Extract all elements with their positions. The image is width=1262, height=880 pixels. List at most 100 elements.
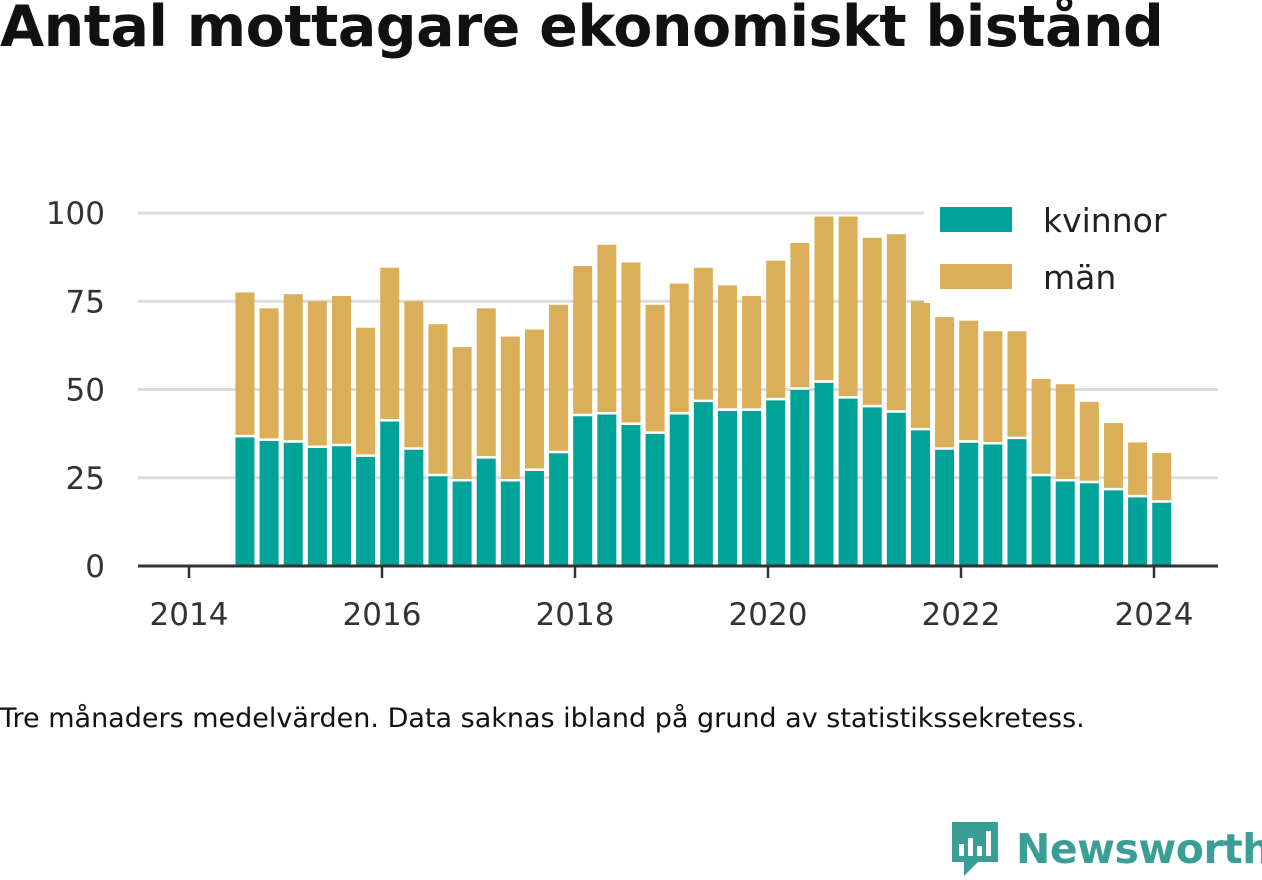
bar-man <box>1103 423 1123 489</box>
bar-kvinnor <box>1055 481 1075 566</box>
y-axis: 0 25 50 75 100 <box>46 196 105 585</box>
bar-man <box>983 331 1003 443</box>
bar-kvinnor <box>404 449 424 566</box>
bar-kvinnor <box>283 442 303 566</box>
bar-kvinnor <box>1103 490 1123 566</box>
y-tick-label: 50 <box>66 373 105 409</box>
chart-caption: Tre månaders medelvärden. Data saknas ib… <box>0 703 1085 734</box>
bar-man <box>862 237 882 406</box>
bar-series <box>235 216 1172 566</box>
bar-man <box>742 295 762 409</box>
bar-man <box>959 320 979 441</box>
bar-kvinnor <box>838 398 858 566</box>
x-tick-label: 2022 <box>922 597 1001 633</box>
bar-kvinnor <box>1007 438 1027 566</box>
bar-kvinnor <box>669 414 689 566</box>
bar-kvinnor <box>524 470 544 566</box>
bar-kvinnor <box>452 481 472 566</box>
bar-man <box>886 234 906 411</box>
bar-man <box>404 301 424 448</box>
brand-logo: Newsworthy <box>948 818 1262 880</box>
legend-swatch <box>940 207 1012 232</box>
bar-kvinnor <box>935 449 955 566</box>
bar-kvinnor <box>717 410 737 566</box>
bar-kvinnor <box>766 400 786 566</box>
bar-man <box>549 304 569 452</box>
x-axis: 2014 2016 2018 2020 2022 2024 <box>138 564 1218 633</box>
bar-kvinnor <box>790 389 810 566</box>
bar-man <box>1007 331 1027 437</box>
bar-man <box>283 294 303 441</box>
bar-man <box>766 260 786 399</box>
bar-man <box>935 317 955 448</box>
bar-man <box>524 329 544 469</box>
bar-man <box>621 262 641 423</box>
bar-man <box>597 244 617 413</box>
x-tick-label: 2018 <box>536 597 615 633</box>
bar-kvinnor <box>645 433 665 566</box>
bar-man <box>331 295 351 444</box>
bar-kvinnor <box>235 437 255 566</box>
x-tick-label: 2024 <box>1115 597 1194 633</box>
bar-man <box>1128 442 1148 496</box>
bar-kvinnor <box>573 415 593 566</box>
bar-man <box>500 336 520 480</box>
chart-title: Antal mottagare ekonomiskt bistånd <box>0 0 1164 60</box>
bar-man <box>1079 401 1099 482</box>
x-tick-label: 2016 <box>343 597 422 633</box>
bar-kvinnor <box>959 442 979 566</box>
bar-kvinnor <box>307 447 327 566</box>
bar-man <box>645 304 665 432</box>
legend-label: kvinnor <box>1043 201 1167 240</box>
bar-kvinnor <box>597 414 617 566</box>
bar-kvinnor <box>476 458 496 566</box>
bar-kvinnor <box>259 440 279 566</box>
bar-man <box>573 265 593 414</box>
bar-kvinnor <box>862 407 882 566</box>
bar-man <box>1031 378 1051 474</box>
bar-chart-badge-icon <box>952 822 998 876</box>
y-tick-label: 75 <box>66 284 105 320</box>
bar-man <box>452 347 472 480</box>
bar-man <box>1152 453 1172 501</box>
bar-kvinnor <box>1128 497 1148 566</box>
bar-man <box>356 327 376 455</box>
y-tick-label: 0 <box>85 549 105 585</box>
legend-swatch <box>940 264 1012 289</box>
bar-kvinnor <box>428 475 448 566</box>
bar-man <box>717 285 737 409</box>
bar-kvinnor <box>983 444 1003 566</box>
x-tick-label: 2020 <box>729 597 808 633</box>
legend-label: män <box>1043 258 1116 297</box>
bar-man <box>693 267 713 400</box>
legend: kvinnor män <box>924 195 1218 303</box>
bar-kvinnor <box>500 481 520 566</box>
y-tick-label: 100 <box>46 196 105 232</box>
bar-kvinnor <box>1079 483 1099 566</box>
bar-man <box>910 301 930 429</box>
x-tick-label: 2014 <box>150 597 229 633</box>
bar-kvinnor <box>380 421 400 566</box>
bar-man <box>235 292 255 436</box>
bar-kvinnor <box>549 453 569 566</box>
bar-kvinnor <box>814 382 834 566</box>
bar-kvinnor <box>742 410 762 566</box>
bar-man <box>1055 384 1075 480</box>
bar-man <box>790 243 810 388</box>
bar-kvinnor <box>886 412 906 566</box>
y-tick-label: 25 <box>66 461 105 497</box>
bar-man <box>814 216 834 381</box>
bar-kvinnor <box>1031 475 1051 566</box>
bar-man <box>476 308 496 457</box>
bar-man <box>259 308 279 439</box>
bar-man <box>380 267 400 420</box>
bar-man <box>307 301 327 446</box>
bar-kvinnor <box>621 424 641 566</box>
brand-name: Newsworthy <box>1016 825 1262 873</box>
bar-man <box>428 324 448 474</box>
bar-kvinnor <box>910 430 930 566</box>
bar-kvinnor <box>693 401 713 566</box>
bar-kvinnor <box>356 456 376 566</box>
bar-kvinnor <box>1152 502 1172 566</box>
